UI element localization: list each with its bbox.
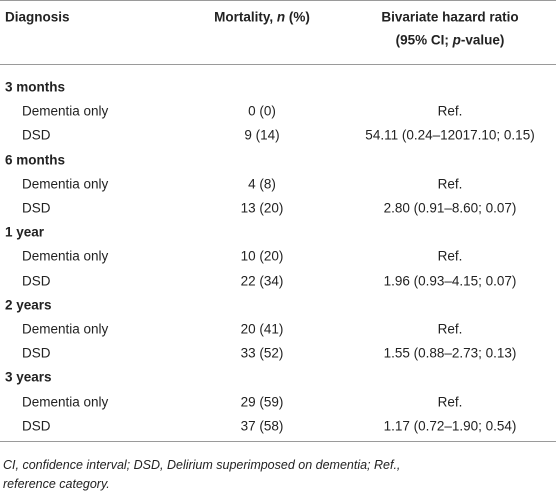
mortality-cell: 22 (34): [240, 272, 284, 288]
mortality-cell: 10 (20): [240, 248, 284, 264]
mortality-cell: 33 (52): [240, 345, 284, 361]
hazard-cell: Ref.: [437, 103, 463, 119]
hazard-cell: Ref.: [437, 176, 463, 192]
diagnosis-cell: Dementia only: [22, 393, 109, 409]
hazard-cell: 1.96 (0.93–4.15; 0.07): [383, 272, 517, 288]
mortality-cell: 37 (58): [240, 418, 284, 434]
header-text-part: Bivariate hazard ratio: [381, 9, 519, 25]
hazard-cell: 1.55 (0.88–2.73; 0.13): [383, 345, 517, 361]
header-text-part: -value): [460, 32, 505, 48]
diagnosis-cell: Dementia only: [22, 103, 109, 119]
header-text-part: (%): [285, 9, 310, 25]
hazard-cell: 2.80 (0.91–8.60; 0.07): [383, 200, 517, 216]
mortality-cell: 13 (20): [240, 200, 284, 216]
diagnosis-cell: DSD: [22, 345, 51, 361]
diagnosis-cell: DSD: [22, 200, 51, 216]
diagnosis-cell: DSD: [22, 127, 51, 143]
hazard-cell: 54.11 (0.24–12017.10; 0.15): [365, 127, 535, 143]
hazard-cell: 1.17 (0.72–1.90; 0.54): [383, 418, 517, 434]
group-label: 1 year: [5, 224, 45, 240]
diagnosis-cell: DSD: [22, 272, 51, 288]
header-cell: Mortality, n (%): [214, 10, 310, 24]
header-text-part: (95% CI;: [395, 32, 453, 48]
header-text-part: n: [276, 9, 286, 25]
header-cell: (95% CI; p-value): [396, 33, 505, 47]
group-label: 3 months: [5, 79, 66, 95]
header-text-part: p: [452, 32, 461, 48]
header-cell: Bivariate hazard ratio: [381, 10, 518, 24]
header-cell: Diagnosis: [5, 10, 70, 24]
header-rule: [0, 64, 556, 65]
mortality-cell: 0 (0): [248, 103, 276, 119]
group-label: 6 months: [5, 151, 66, 167]
mortality-cell: 4 (8): [248, 176, 276, 192]
diagnosis-cell: DSD: [22, 418, 51, 434]
bottom-rule: [0, 441, 556, 442]
mortality-cell: 9 (14): [244, 127, 280, 143]
hazard-cell: Ref.: [437, 321, 463, 337]
hazard-cell: Ref.: [437, 393, 463, 409]
header-text-part: Mortality,: [214, 9, 277, 25]
footnote: reference category.: [3, 476, 110, 491]
mortality-cell: 29 (59): [240, 393, 284, 409]
footnote: CI, confidence interval; DSD, Delirium s…: [3, 457, 401, 472]
diagnosis-cell: Dementia only: [22, 248, 109, 264]
diagnosis-cell: Dementia only: [22, 176, 109, 192]
group-label: 3 years: [5, 369, 52, 385]
header-text-part: Diagnosis: [5, 9, 70, 25]
group-label: 2 years: [5, 297, 52, 313]
hazard-cell: Ref.: [437, 248, 463, 264]
top-rule: [0, 0, 556, 1]
diagnosis-cell: Dementia only: [22, 321, 109, 337]
mortality-cell: 20 (41): [240, 321, 284, 337]
